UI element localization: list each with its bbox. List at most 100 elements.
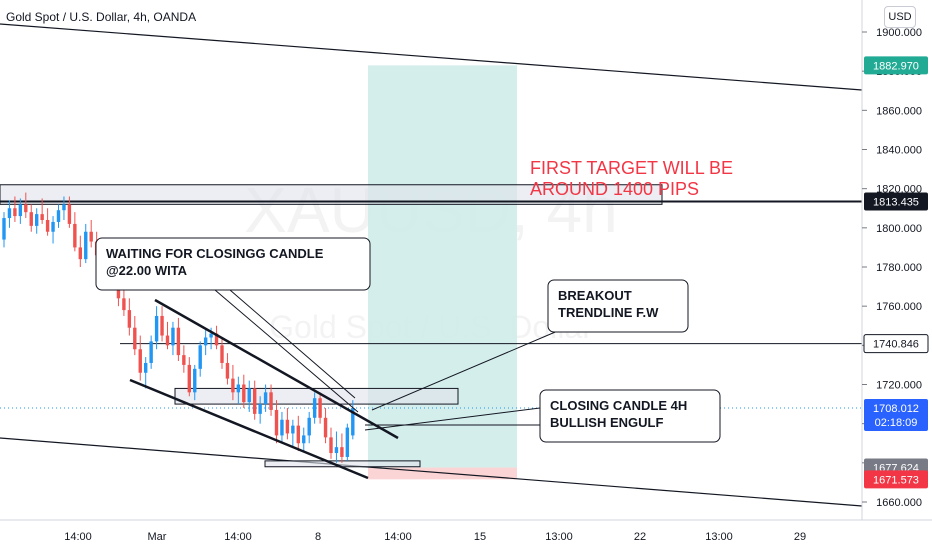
candle-body [165,335,170,346]
candle [285,408,290,440]
candle-body [2,218,6,240]
candle [29,204,33,232]
candle-body [78,247,82,260]
candle [198,341,202,377]
candle [2,212,6,248]
price-tag-red: 1671.573 [864,470,928,489]
candle [154,306,159,350]
candle-body [231,378,235,393]
candle-body [182,355,186,365]
candle [73,212,77,252]
price-tag-box [864,398,928,431]
time-tick-label: 29 [794,531,806,543]
closing-note-line2: BULLISH ENGULF [550,415,663,430]
candle [149,335,153,369]
candle-body [24,204,28,213]
candle-body [193,368,197,393]
price-tag-box [863,334,929,354]
candle [351,400,355,440]
price-tick-label: 1900.000 [876,27,922,39]
candle-body [18,204,23,217]
candle-body [209,333,213,338]
candle-body [154,315,159,342]
candle [176,317,181,361]
candle [7,200,12,228]
candle [312,392,317,424]
candle-body [40,214,44,220]
price-tick-label: 1660.000 [876,497,922,509]
closing-note-box [539,389,721,443]
price-tag-black: 1813.435 [864,192,928,211]
candle [302,427,306,452]
candle [329,427,333,459]
candle [318,392,322,424]
candle-body [62,204,66,211]
candle-body [334,447,339,454]
candle-body [274,409,279,436]
time-tick-label: 22 [634,531,646,543]
price-axis-bg [862,0,932,550]
breakout-note-box [547,279,689,333]
candle-body [67,204,72,224]
candle [160,306,164,342]
candle-body [236,384,241,393]
price-tag-box [864,56,928,75]
candle [133,315,137,356]
candle-body [214,333,219,346]
closing-note-line1: CLOSING CANDLE 4H [550,398,687,413]
candle [51,216,55,244]
candle-body [160,315,164,336]
candle [89,220,93,248]
waiting-note-line1: WAITING FOR CLOSINGG CANDLE [106,246,324,261]
channel-upper-line [0,23,863,91]
candle [307,411,311,444]
time-tick-label: 14:00 [64,531,92,543]
price-tick-label: 1760.000 [876,301,922,313]
symbol-title[interactable]: Gold Spot / U.S. Dollar, 4h, OANDA [6,10,197,24]
candle [291,419,295,448]
candle-body [345,427,350,457]
candle [67,196,72,228]
candle-body [176,327,181,356]
candle-body [187,364,191,393]
candle-body [203,337,208,346]
candle [127,298,132,336]
price-tag-label: 1882.970 [873,60,919,72]
candle-body [258,404,262,414]
candle [258,396,262,424]
candle [78,235,82,267]
candle-body [225,362,230,379]
candle-body [122,298,126,311]
candle [214,325,219,350]
target-zone [368,65,517,468]
candle [187,357,191,397]
candle-body [285,419,290,434]
time-tick-label: 14:00 [384,531,412,543]
candle-body [198,345,202,369]
candle [323,408,328,444]
candle [280,411,284,444]
price-tick-label: 1720.000 [876,380,922,392]
candle [62,196,66,220]
candle-body [247,388,251,403]
time-tick-label: 13:00 [545,531,573,543]
candle-body [89,231,93,242]
wedge-lower-trendline [129,378,369,480]
candle-body [340,447,344,457]
resistance-zone [0,184,663,205]
consolidation-box [174,387,459,405]
candle [35,208,39,234]
candle [18,198,23,224]
candle [296,415,300,452]
price-tag-box [864,470,928,489]
candle [84,223,88,264]
candle [182,345,186,373]
price-tick-label: 1860.000 [876,105,922,117]
candle [165,321,170,350]
candle-body [144,362,148,373]
currency-button[interactable]: USD [884,6,916,28]
candle-body [242,384,246,403]
candle-body [291,425,295,434]
